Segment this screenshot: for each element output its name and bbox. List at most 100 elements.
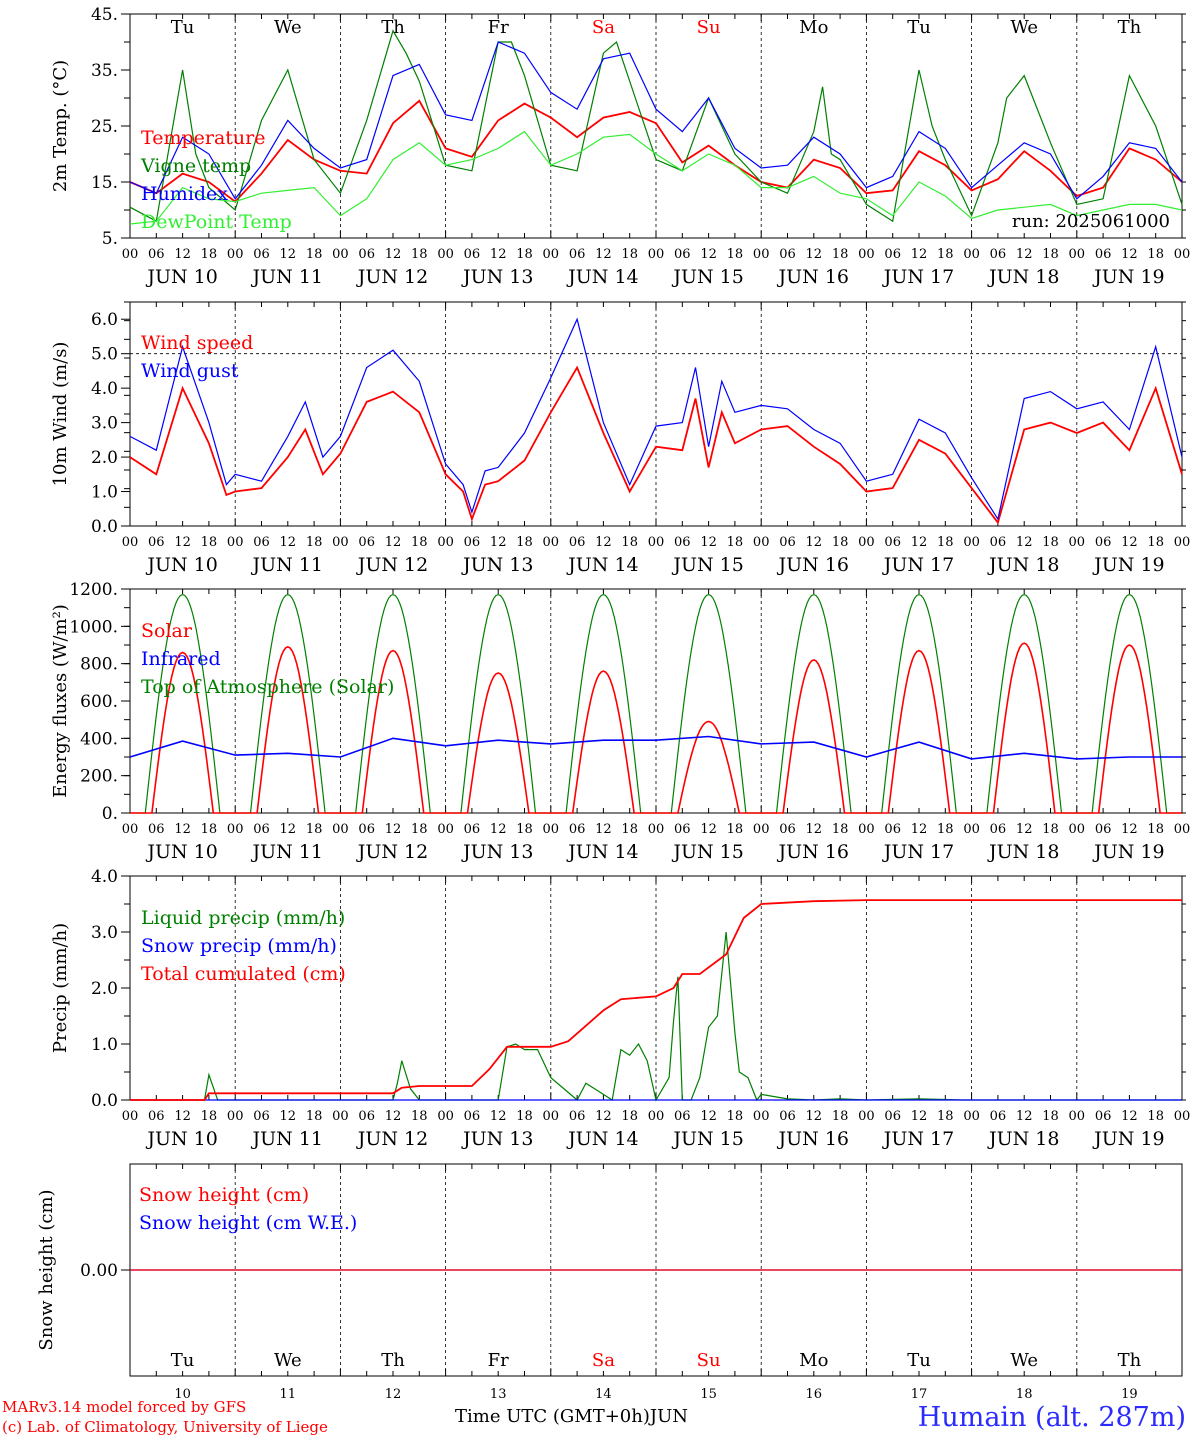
date-label: JUN 14 bbox=[566, 554, 638, 576]
hour-tick-label: 12 bbox=[174, 247, 191, 262]
hour-tick-label: 18 bbox=[516, 247, 533, 262]
legend-entry: Solar bbox=[141, 620, 193, 642]
date-label: JUN 16 bbox=[777, 1128, 849, 1150]
hour-tick-label: 00 bbox=[437, 822, 454, 837]
day-number: 13 bbox=[490, 1387, 507, 1402]
legend-entry: Humidex bbox=[141, 183, 228, 205]
hour-tick-label: 18 bbox=[306, 1109, 323, 1124]
date-label: JUN 10 bbox=[145, 554, 217, 576]
date-label: JUN 12 bbox=[356, 1128, 428, 1150]
date-label: JUN 11 bbox=[251, 266, 323, 288]
hour-tick-label: 12 bbox=[1121, 822, 1138, 837]
hour-tick-label: 06 bbox=[464, 247, 481, 262]
y-axis-label: Snow height (cm) bbox=[36, 1189, 57, 1350]
hour-tick-label: 18 bbox=[937, 247, 954, 262]
hour-tick-label: 00 bbox=[227, 247, 244, 262]
y-tick-label: 0.0 bbox=[91, 517, 118, 537]
plot-frame bbox=[129, 588, 1183, 814]
hour-tick-label: 06 bbox=[779, 535, 796, 550]
hour-tick-label: 12 bbox=[174, 822, 191, 837]
day-name: Fr bbox=[488, 1350, 509, 1371]
hour-tick-label: 18 bbox=[516, 1109, 533, 1124]
hour-tick-label: 00 bbox=[858, 535, 875, 550]
y-tick-label: 0.00 bbox=[80, 1261, 118, 1281]
hour-tick-label: 00 bbox=[858, 247, 875, 262]
panel-3 bbox=[121, 588, 1186, 814]
hour-tick-label: 18 bbox=[306, 535, 323, 550]
y-tick-label: 5. bbox=[102, 229, 118, 249]
day-name: Th bbox=[381, 1350, 405, 1371]
hour-tick-label: 18 bbox=[1042, 822, 1059, 837]
hour-tick-label: 18 bbox=[621, 822, 638, 837]
legend-entry: Top of Atmosphere (Solar) bbox=[141, 676, 394, 698]
hour-tick-label: 06 bbox=[674, 535, 691, 550]
hour-tick-label: 12 bbox=[595, 247, 612, 262]
hour-tick-label: 12 bbox=[911, 822, 928, 837]
date-label: JUN 10 bbox=[145, 266, 217, 288]
day-name: We bbox=[274, 1350, 302, 1371]
hour-tick-label: 06 bbox=[148, 535, 165, 550]
series-line-wind-speed bbox=[129, 365, 1183, 525]
hour-tick-label: 12 bbox=[806, 535, 823, 550]
hour-tick-label: 06 bbox=[1095, 1109, 1112, 1124]
hour-tick-label: 00 bbox=[122, 247, 139, 262]
hour-tick-label: 00 bbox=[437, 535, 454, 550]
legend-entry: Wind gust bbox=[141, 360, 239, 382]
hour-tick-label: 06 bbox=[674, 822, 691, 837]
hour-tick-label: 06 bbox=[358, 1109, 375, 1124]
date-label: JUN 18 bbox=[987, 266, 1059, 288]
hour-tick-label: 18 bbox=[306, 247, 323, 262]
day-name: Sa bbox=[592, 1350, 615, 1371]
y-tick-label: 15. bbox=[91, 173, 118, 193]
hour-tick-label: 06 bbox=[253, 247, 270, 262]
hour-tick-label: 12 bbox=[490, 1109, 507, 1124]
hour-tick-label: 00 bbox=[858, 822, 875, 837]
hour-tick-label: 00 bbox=[1174, 247, 1191, 262]
legend-entry: Vigne temp bbox=[140, 155, 251, 177]
hour-tick-label: 06 bbox=[358, 822, 375, 837]
hour-tick-label: 00 bbox=[1069, 822, 1086, 837]
hour-tick-label: 12 bbox=[280, 822, 297, 837]
series-line-vigne-temp bbox=[129, 29, 1183, 223]
hour-tick-label: 18 bbox=[411, 822, 428, 837]
hour-tick-label: 06 bbox=[884, 1109, 901, 1124]
hour-tick-label: 18 bbox=[832, 535, 849, 550]
y-tick-label: 25. bbox=[91, 117, 118, 137]
day-name: We bbox=[1010, 1350, 1038, 1371]
hour-tick-label: 00 bbox=[963, 822, 980, 837]
date-label: JUN 17 bbox=[882, 1128, 954, 1150]
legend-entry: Snow height (cm) bbox=[139, 1184, 309, 1206]
hour-tick-label: 18 bbox=[621, 1109, 638, 1124]
series-line-solar bbox=[130, 642, 1182, 814]
hour-tick-label: 18 bbox=[1147, 247, 1164, 262]
day-name: Tu bbox=[171, 17, 195, 38]
hour-tick-label: 12 bbox=[490, 822, 507, 837]
hour-tick-label: 12 bbox=[280, 535, 297, 550]
legend-entry: DewPoint Temp bbox=[141, 211, 292, 233]
day-number: 16 bbox=[806, 1387, 823, 1402]
day-number: 18 bbox=[1016, 1387, 1033, 1402]
hour-tick-label: 06 bbox=[464, 1109, 481, 1124]
hour-tick-label: 00 bbox=[1174, 822, 1191, 837]
hour-tick-label: 06 bbox=[990, 247, 1007, 262]
day-number: 15 bbox=[700, 1387, 717, 1402]
hour-tick-label: 00 bbox=[648, 247, 665, 262]
date-label: JUN 17 bbox=[882, 841, 954, 863]
y-tick-label: 0. bbox=[102, 804, 118, 824]
hour-tick-label: 12 bbox=[595, 535, 612, 550]
date-label: JUN 14 bbox=[566, 1128, 638, 1150]
y-axis-label: 10m Wind (m/s) bbox=[50, 342, 71, 487]
legend-entry: Wind speed bbox=[141, 332, 253, 354]
hour-tick-label: 06 bbox=[358, 535, 375, 550]
hour-tick-label: 18 bbox=[937, 535, 954, 550]
hour-tick-label: 00 bbox=[648, 535, 665, 550]
hour-tick-label: 12 bbox=[1016, 1109, 1033, 1124]
hour-tick-label: 18 bbox=[727, 822, 744, 837]
hour-tick-label: 06 bbox=[1095, 247, 1112, 262]
hour-tick-label: 00 bbox=[543, 247, 560, 262]
y-tick-label: 200. bbox=[80, 767, 118, 787]
hour-tick-label: 00 bbox=[227, 1109, 244, 1124]
hour-tick-label: 00 bbox=[332, 822, 349, 837]
day-name: Tu bbox=[907, 1350, 931, 1371]
